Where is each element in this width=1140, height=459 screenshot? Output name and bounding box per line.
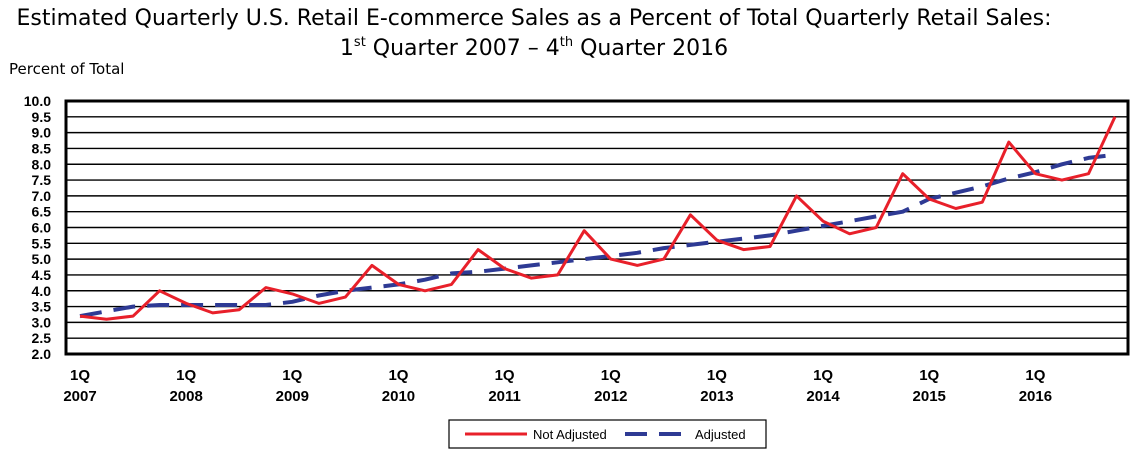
- y-tick-labels: 2.02.53.03.54.04.55.05.56.06.57.07.58.08…: [24, 93, 51, 362]
- series-line-not-adjusted: [79, 116, 1117, 321]
- x-tick-label-quarter: 1Q: [601, 367, 621, 384]
- y-tick-label: 7.5: [32, 172, 52, 188]
- series-line-adjusted: [79, 152, 1116, 319]
- y-tick-label: 3.5: [32, 299, 52, 315]
- x-tick-labels: 1Q 2007 1Q 2008 1Q 2009 1Q 2010 1Q 2011 1Q 2012 1Q 20…: [63, 367, 1052, 405]
- y-tick-label: 8.5: [32, 140, 52, 156]
- gridlines: [66, 100, 1128, 355]
- y-tick-label: 4.5: [32, 267, 52, 283]
- legend-label: Not Adjusted: [533, 427, 607, 442]
- x-tick-label-year: 2009: [276, 388, 309, 405]
- x-tick-label-year: 2014: [806, 388, 840, 405]
- y-tick-label: 7.0: [32, 188, 52, 204]
- y-tick-label: 6.5: [32, 204, 52, 220]
- x-tick-label-year: 2008: [169, 388, 202, 405]
- x-tick-label-quarter: 1Q: [707, 367, 727, 384]
- x-tick-label-quarter: 1Q: [388, 367, 408, 384]
- y-tick-label: 10.0: [24, 93, 51, 109]
- plot-frame: [64, 99, 1130, 356]
- y-tick-label: 6.0: [32, 220, 52, 236]
- y-tick-label: 2.0: [32, 346, 52, 362]
- y-tick-label: 3.0: [32, 314, 52, 330]
- chart-title: Estimated Quarterly U.S. Retail E-commer…: [0, 4, 1068, 64]
- y-tick-label: 9.5: [32, 109, 52, 125]
- x-tick-label-year: 2011: [488, 388, 521, 405]
- x-tick-label-year: 2012: [594, 388, 627, 405]
- chart-title-line-2: 1st Quarter 2007 – 4th Quarter 2016: [339, 34, 729, 61]
- x-tick-label-year: 2015: [913, 388, 946, 405]
- x-tick-label-quarter: 1Q: [282, 367, 302, 384]
- x-tick-label-quarter: 1Q: [813, 367, 833, 384]
- x-tick-label-quarter: 1Q: [919, 367, 939, 384]
- y-tick-label: 9.0: [32, 125, 52, 141]
- x-tick-label-quarter: 1Q: [1025, 367, 1045, 384]
- chart-title-line-1: Estimated Quarterly U.S. Retail E-commer…: [16, 6, 1052, 31]
- x-tick-label-quarter: 1Q: [176, 367, 196, 384]
- series-lines: [79, 116, 1117, 321]
- x-tick-label-quarter: 1Q: [70, 367, 90, 384]
- x-tick-label-year: 2013: [700, 388, 733, 405]
- legend-label: Adjusted: [695, 427, 746, 442]
- y-tick-label: 5.5: [32, 235, 52, 251]
- x-tick-label-quarter: 1Q: [495, 367, 515, 384]
- x-tick-label-year: 2007: [63, 388, 96, 405]
- y-tick-label: 5.0: [32, 251, 52, 267]
- x-tick-label-year: 2010: [382, 388, 415, 405]
- y-tick-label: 2.5: [32, 330, 52, 346]
- y-tick-label: 8.0: [32, 156, 52, 172]
- x-tick-label-year: 2016: [1019, 388, 1052, 405]
- y-axis-label: Percent of Total: [9, 60, 125, 78]
- y-tick-label: 4.0: [32, 283, 52, 299]
- legend: Not Adjusted Adjusted: [448, 419, 767, 449]
